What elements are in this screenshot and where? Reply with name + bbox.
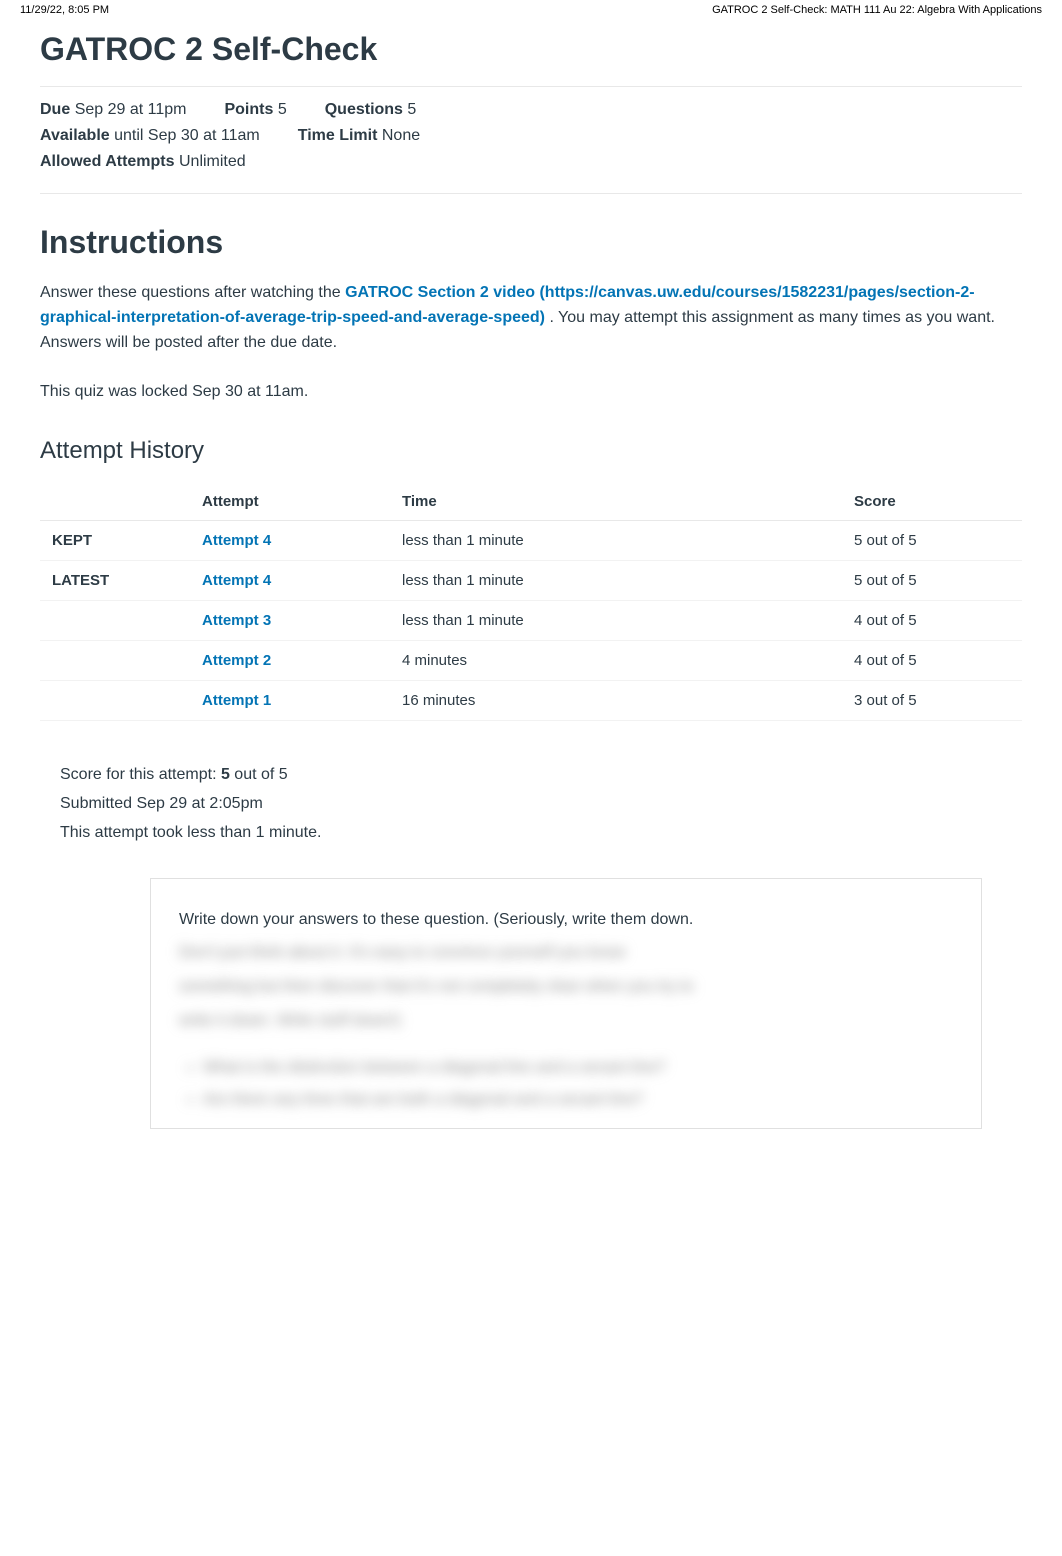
question-visible-text: Write down your answers to these questio… — [179, 907, 953, 933]
table-row: Attempt 1 16 minutes 3 out of 5 — [40, 681, 1022, 721]
col-time: Time — [390, 483, 842, 521]
table-row: KEPT Attempt 4 less than 1 minute 5 out … — [40, 521, 1022, 561]
quiz-details: Due Sep 29 at 11pm Points 5 Questions 5 … — [40, 86, 1022, 194]
row-status: LATEST — [40, 561, 190, 601]
table-header-row: Attempt Time Score — [40, 483, 1022, 521]
page-title: GATROC 2 Self-Check — [40, 31, 1022, 68]
points-detail: Points 5 — [224, 101, 286, 119]
attempt-history-heading: Attempt History — [40, 437, 1022, 465]
allowed-attempts-value: Unlimited — [179, 153, 246, 170]
duration-line: This attempt took less than 1 minute. — [60, 819, 1022, 848]
row-score: 4 out of 5 — [842, 601, 1022, 641]
allowed-attempts-detail: Allowed Attempts Unlimited — [40, 153, 246, 171]
questions-detail: Questions 5 — [325, 101, 417, 119]
attempt-link[interactable]: Attempt 4 — [202, 532, 271, 549]
score-line: Score for this attempt: 5 out of 5 — [60, 761, 1022, 790]
print-timestamp: 11/29/22, 8:05 PM — [20, 4, 109, 16]
row-status — [40, 601, 190, 641]
row-score: 4 out of 5 — [842, 641, 1022, 681]
question-box: Write down your answers to these questio… — [150, 878, 982, 1130]
col-score: Score — [842, 483, 1022, 521]
allowed-attempts-label: Allowed Attempts — [40, 153, 175, 170]
attempt-link[interactable]: Attempt 1 — [202, 692, 271, 709]
score-value: 5 — [221, 766, 230, 783]
row-score: 5 out of 5 — [842, 561, 1022, 601]
instructions-heading: Instructions — [40, 224, 1022, 261]
row-time: less than 1 minute — [390, 601, 842, 641]
attempt-link[interactable]: Attempt 4 — [202, 572, 271, 589]
attempt-link[interactable]: Attempt 3 — [202, 612, 271, 629]
table-row: LATEST Attempt 4 less than 1 minute 5 ou… — [40, 561, 1022, 601]
time-limit-detail: Time Limit None — [298, 127, 420, 145]
row-status — [40, 641, 190, 681]
row-score: 5 out of 5 — [842, 521, 1022, 561]
score-summary: Score for this attempt: 5 out of 5 Submi… — [40, 761, 1022, 847]
time-limit-label: Time Limit — [298, 127, 378, 144]
row-status — [40, 681, 190, 721]
table-row: Attempt 2 4 minutes 4 out of 5 — [40, 641, 1022, 681]
due-label: Due — [40, 101, 70, 118]
available-detail: Available until Sep 30 at 11am — [40, 127, 260, 145]
due-detail: Due Sep 29 at 11pm — [40, 101, 186, 119]
blurred-text: something but then discover that it's no… — [179, 974, 953, 1000]
blurred-text: Don't just think about it. It's easy to … — [179, 940, 953, 966]
score-prefix: Score for this attempt: — [60, 766, 221, 783]
questions-value: 5 — [407, 101, 416, 118]
blurred-text: write it down. Write stuff down!) — [179, 1008, 953, 1034]
locked-message: This quiz was locked Sep 30 at 11am. — [40, 383, 1022, 401]
row-time: less than 1 minute — [390, 561, 842, 601]
attempt-history-table: Attempt Time Score KEPT Attempt 4 less t… — [40, 483, 1022, 721]
col-status — [40, 483, 190, 521]
blurred-bullets: What is the distinction between a diagon… — [179, 1055, 953, 1112]
col-attempt: Attempt — [190, 483, 390, 521]
print-page-title: GATROC 2 Self-Check: MATH 111 Au 22: Alg… — [712, 4, 1042, 16]
points-value: 5 — [278, 101, 287, 118]
points-label: Points — [224, 101, 273, 118]
blurred-bullet: What is the distinction between a diagon… — [203, 1055, 953, 1081]
row-score: 3 out of 5 — [842, 681, 1022, 721]
table-row: Attempt 3 less than 1 minute 4 out of 5 — [40, 601, 1022, 641]
instructions-body: Answer these questions after watching th… — [40, 281, 1022, 355]
attempt-link[interactable]: Attempt 2 — [202, 652, 271, 669]
row-time: less than 1 minute — [390, 521, 842, 561]
submitted-line: Submitted Sep 29 at 2:05pm — [60, 790, 1022, 819]
available-label: Available — [40, 127, 110, 144]
instructions-text-before: Answer these questions after watching th… — [40, 284, 345, 301]
time-limit-value: None — [382, 127, 420, 144]
row-time: 4 minutes — [390, 641, 842, 681]
row-status: KEPT — [40, 521, 190, 561]
available-value: until Sep 30 at 11am — [114, 127, 260, 144]
print-header: 11/29/22, 8:05 PM GATROC 2 Self-Check: M… — [0, 0, 1062, 16]
score-suffix: out of 5 — [230, 766, 288, 783]
row-time: 16 minutes — [390, 681, 842, 721]
blurred-bullet: Are there any lines that are both a diag… — [203, 1087, 953, 1113]
due-value: Sep 29 at 11pm — [75, 101, 187, 118]
questions-label: Questions — [325, 101, 403, 118]
main-content: GATROC 2 Self-Check Due Sep 29 at 11pm P… — [0, 16, 1062, 1169]
